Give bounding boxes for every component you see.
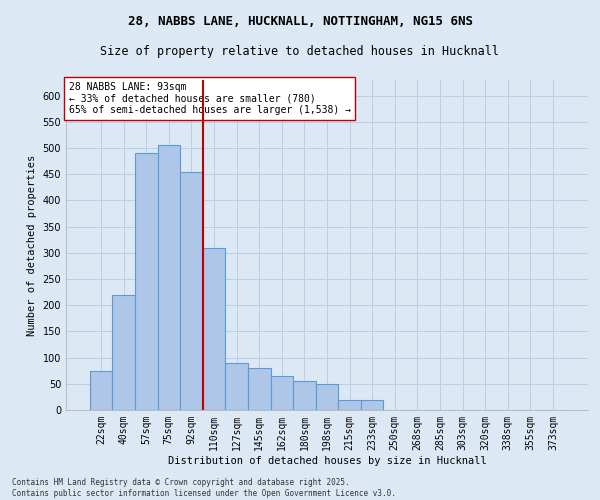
Text: Contains HM Land Registry data © Crown copyright and database right 2025.
Contai: Contains HM Land Registry data © Crown c… [12,478,396,498]
Bar [361,400,383,410]
Y-axis label: Number of detached properties: Number of detached properties [27,154,37,336]
Bar [203,248,226,410]
Bar [226,363,248,410]
Bar [112,295,135,410]
Bar [158,146,180,410]
Text: Size of property relative to detached houses in Hucknall: Size of property relative to detached ho… [101,45,499,58]
Bar [90,370,112,410]
Text: 28 NABBS LANE: 93sqm
← 33% of detached houses are smaller (780)
65% of semi-deta: 28 NABBS LANE: 93sqm ← 33% of detached h… [68,82,350,115]
Text: 28, NABBS LANE, HUCKNALL, NOTTINGHAM, NG15 6NS: 28, NABBS LANE, HUCKNALL, NOTTINGHAM, NG… [128,15,473,28]
Bar [271,376,293,410]
Bar [338,400,361,410]
Bar [316,384,338,410]
Bar [135,154,158,410]
Bar [293,381,316,410]
Bar [248,368,271,410]
Bar [180,172,203,410]
X-axis label: Distribution of detached houses by size in Hucknall: Distribution of detached houses by size … [167,456,487,466]
